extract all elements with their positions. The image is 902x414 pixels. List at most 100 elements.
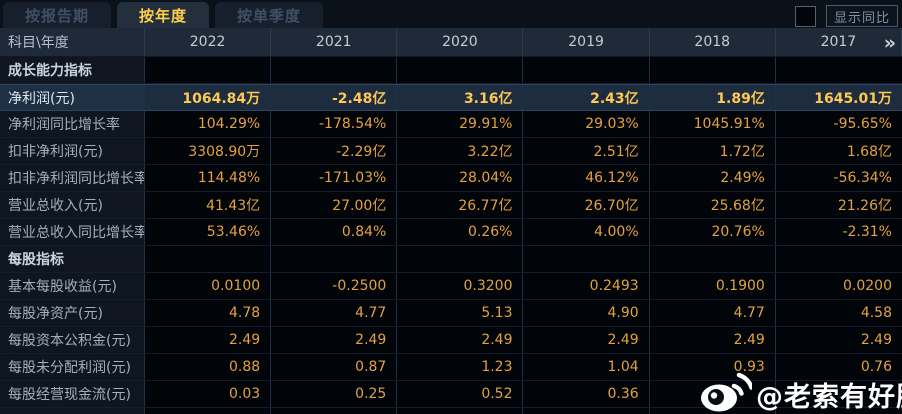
table-row: 每股净资产(元) 4.78 4.77 5.13 4.90 4.77 4.58 [0,300,902,327]
value-cell: 4.77 [649,300,776,326]
value-cell: 1064.84万 [145,85,272,110]
value-cell: 0.87 [271,354,398,380]
value-cell: 0.0100 [145,273,272,299]
table-row: 净利润(元) 1064.84万 -2.48亿 3.16亿 2.43亿 1.89亿 1645.… [0,84,902,111]
value-cell: 0.0200 [775,273,902,299]
value-cell: 4.00% [523,219,650,245]
table-row: 每股经营现金流(元) 0.03 0.25 0.52 0.36 [0,381,902,408]
value-cell [523,246,650,272]
value-cell: 4.77 [271,300,398,326]
year-header-cell: 2021 [271,28,398,56]
value-cell: 1.68亿 [775,138,902,164]
value-cell [397,57,524,83]
value-cell: 0.52 [397,381,524,407]
value-cell: -0.2500 [271,273,398,299]
value-cell: 0.36 [523,381,650,407]
more-years-icon[interactable]: » [883,31,896,54]
yoy-controls: 显示同比 [795,5,898,27]
row-label: 净利润同比增长率 [0,111,145,137]
value-cell: 0.2493 [523,273,650,299]
value-cell: 46.12% [523,165,650,191]
row-label: 扣非净利润(元) [0,138,145,164]
value-cell: -171.03% [271,165,398,191]
value-cell [775,246,902,272]
value-cell: 0.84% [271,219,398,245]
corner-header-cell: 科目\年度 [0,28,145,56]
value-cell: 2.49 [145,327,272,353]
value-cell: 0.25 [271,381,398,407]
value-cell [397,246,524,272]
row-label: 每股净资产(元) [0,300,145,326]
value-cell: 28.04% [397,165,524,191]
table-row: 成长能力指标 [0,57,902,84]
year-header-cell: 2019 [523,28,650,56]
row-label: 营业总收入同比增长率 [0,219,145,245]
value-cell: 1.72亿 [649,138,776,164]
value-cell: 29.91% [397,111,524,137]
tab-by-report-period[interactable]: 按报告期 [3,2,112,28]
value-cell: 29.03% [523,111,650,137]
value-cell: 1.23 [397,354,524,380]
value-cell: 104.29% [145,111,272,137]
period-tabbar: 按报告期 按年度 按单季度 显示同比 [0,0,902,28]
value-cell: 0.3200 [397,273,524,299]
value-cell: 26.77亿 [397,192,524,218]
row-label: 净利润(元) [0,85,145,110]
year-header-cell: 2017 [776,28,902,56]
value-cell: 1645.01万 [775,85,902,110]
table-row-clipped [0,408,902,414]
table-row: 每股未分配利润(元) 0.88 0.87 1.23 1.04 0.93 0.76 [0,354,902,381]
value-cell: 2.49 [523,327,650,353]
value-cell: -95.65% [775,111,902,137]
show-yoy-checkbox[interactable] [795,5,816,27]
value-cell: 114.48% [145,165,272,191]
value-cell: 4.78 [145,300,272,326]
value-cell [145,246,272,272]
value-cell: 3.22亿 [397,138,524,164]
value-cell: 53.46% [145,219,272,245]
year-header-cell: 2020 [397,28,524,56]
value-cell [775,381,902,407]
year-header-cell: 2022 [145,28,272,56]
table-row: 扣非净利润同比增长率 114.48% -171.03% 28.04% 46.12% 2.4… [0,165,902,192]
value-cell: 1045.91% [649,111,776,137]
value-cell: 0.88 [145,354,272,380]
value-cell: 1.04 [523,354,650,380]
value-cell: 4.58 [775,300,902,326]
value-cell [775,57,902,83]
value-cell: 21.26亿 [775,192,902,218]
value-cell: 2.49 [271,327,398,353]
year-header-cell: 2018 [650,28,776,56]
tab-by-quarter[interactable]: 按单季度 [215,2,324,28]
value-cell [271,57,398,83]
value-cell: 0.93 [649,354,776,380]
value-cell: 0.76 [775,354,902,380]
row-label: 每股经营现金流(元) [0,381,145,407]
tab-by-year[interactable]: 按年度 [117,2,210,28]
table-row: 净利润同比增长率 104.29% -178.54% 29.91% 29.03% 1045.… [0,111,902,138]
value-cell: -2.48亿 [271,85,398,110]
table-row: 每股指标 [0,246,902,273]
row-label: 每股资本公积金(元) [0,327,145,353]
value-cell [271,246,398,272]
table-row: 扣非净利润(元) 3308.90万 -2.29亿 3.22亿 2.51亿 1.72亿 1.6… [0,138,902,165]
row-label: 每股指标 [0,246,145,272]
value-cell: -2.31% [775,219,902,245]
value-cell: 26.70亿 [523,192,650,218]
value-cell [649,57,776,83]
table-header-row: 科目\年度 2022 2021 2020 2019 2018 2017» [0,28,902,57]
value-cell [649,381,776,407]
value-cell: 2.49 [649,327,776,353]
value-cell: 2.51亿 [523,138,650,164]
value-cell: 3308.90万 [145,138,272,164]
show-yoy-label[interactable]: 显示同比 [826,5,898,27]
table-row: 每股资本公积金(元) 2.49 2.49 2.49 2.49 2.49 2.49 [0,327,902,354]
value-cell: 2.49 [397,327,524,353]
row-label: 基本每股收益(元) [0,273,145,299]
value-cell: 27.00亿 [271,192,398,218]
value-cell: 1.89亿 [649,85,776,110]
row-label: 成长能力指标 [0,57,145,83]
value-cell: 0.1900 [649,273,776,299]
value-cell: -2.29亿 [271,138,398,164]
